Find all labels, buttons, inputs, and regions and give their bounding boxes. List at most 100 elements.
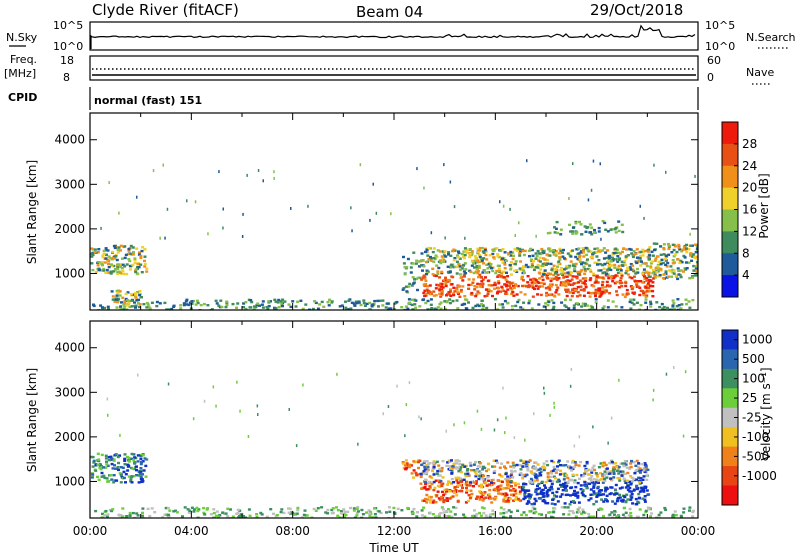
data-cell <box>475 512 479 516</box>
data-cell <box>610 256 614 259</box>
data-cell <box>619 462 623 465</box>
data-cell <box>626 484 630 488</box>
data-cell <box>606 261 610 264</box>
data-cell <box>583 304 587 307</box>
data-cell <box>543 466 547 470</box>
data-cell <box>242 306 246 309</box>
data-cell <box>436 272 440 276</box>
data-cell <box>94 469 98 472</box>
data-cell <box>487 468 490 471</box>
data-cell <box>144 464 148 468</box>
y-tick-label: 4000 <box>54 341 85 355</box>
data-cell <box>563 268 566 271</box>
scatter-cell <box>137 373 139 377</box>
data-cell <box>631 268 635 271</box>
data-cell <box>689 253 692 256</box>
data-cell <box>599 493 603 497</box>
data-cell <box>437 464 441 467</box>
data-cell <box>428 487 432 491</box>
data-cell <box>648 246 652 249</box>
data-cell <box>493 283 497 286</box>
data-cell <box>644 467 648 470</box>
data-cell <box>127 301 131 305</box>
data-cell <box>164 506 168 510</box>
data-cell <box>647 507 651 511</box>
data-cell <box>408 301 412 304</box>
data-cell <box>462 250 466 253</box>
data-cell <box>575 277 579 280</box>
data-cell <box>676 267 680 270</box>
data-cell <box>628 266 632 269</box>
data-cell <box>532 502 536 506</box>
data-cell <box>535 254 539 258</box>
data-cell <box>482 474 485 477</box>
data-cell <box>460 471 464 474</box>
data-cell <box>97 458 101 461</box>
data-cell <box>231 515 235 518</box>
data-cell <box>509 469 513 472</box>
data-cell <box>626 266 630 269</box>
scatter-cell <box>464 236 466 240</box>
data-cell <box>349 506 352 510</box>
data-cell <box>476 247 480 250</box>
scatter-cell <box>493 428 496 432</box>
data-cell <box>374 516 378 518</box>
data-cell <box>530 262 534 266</box>
data-cell <box>280 301 284 304</box>
data-cell <box>662 253 666 256</box>
colorbar-tick-label: -25 <box>742 411 762 425</box>
data-cell <box>105 268 109 272</box>
data-cell <box>437 474 441 477</box>
colorbar-tick-label: 12 <box>742 224 757 238</box>
data-cell <box>539 474 543 477</box>
data-cell <box>448 298 452 301</box>
data-cell <box>655 242 659 245</box>
data-cell <box>583 268 587 271</box>
data-cell <box>606 299 610 302</box>
data-cell <box>112 264 116 268</box>
scatter-cell <box>476 409 479 413</box>
data-cell <box>432 466 436 469</box>
data-cell <box>446 499 449 502</box>
data-cell <box>692 253 696 256</box>
data-cell <box>622 464 626 467</box>
data-cell <box>677 246 681 249</box>
data-cell <box>437 515 441 518</box>
data-cell <box>539 467 543 470</box>
data-cell <box>564 493 568 497</box>
data-cell <box>141 507 145 510</box>
data-cell <box>553 231 557 234</box>
data-cell <box>511 461 515 464</box>
data-cell <box>695 255 698 259</box>
data-cell <box>165 513 169 516</box>
data-cell <box>554 227 558 230</box>
data-cell <box>456 459 460 462</box>
data-cell <box>649 262 653 265</box>
scatter-cell <box>445 429 447 433</box>
data-cell <box>584 246 588 250</box>
data-cell <box>100 471 104 475</box>
data-cell <box>432 247 436 250</box>
data-cell <box>534 489 538 493</box>
freq-panel: Freq. [MHz] 18 8 60 0 Nave <box>4 53 774 85</box>
data-cell <box>564 305 568 309</box>
data-cell <box>579 484 583 487</box>
data-cell <box>135 468 138 472</box>
data-cell <box>302 513 306 517</box>
data-cell <box>444 276 447 279</box>
scatter-cell <box>592 425 594 429</box>
data-cell <box>586 258 589 261</box>
data-cell <box>596 475 600 478</box>
data-cell <box>635 459 639 463</box>
data-cell <box>470 250 474 253</box>
data-cell <box>539 470 543 473</box>
data-cell <box>527 493 531 496</box>
data-cell <box>478 484 482 488</box>
data-cell <box>119 244 123 247</box>
data-cell <box>484 481 488 484</box>
data-cell <box>126 291 130 294</box>
data-cell <box>544 287 548 290</box>
data-cell <box>444 282 448 286</box>
data-cell <box>475 264 479 268</box>
data-cell <box>376 299 380 303</box>
